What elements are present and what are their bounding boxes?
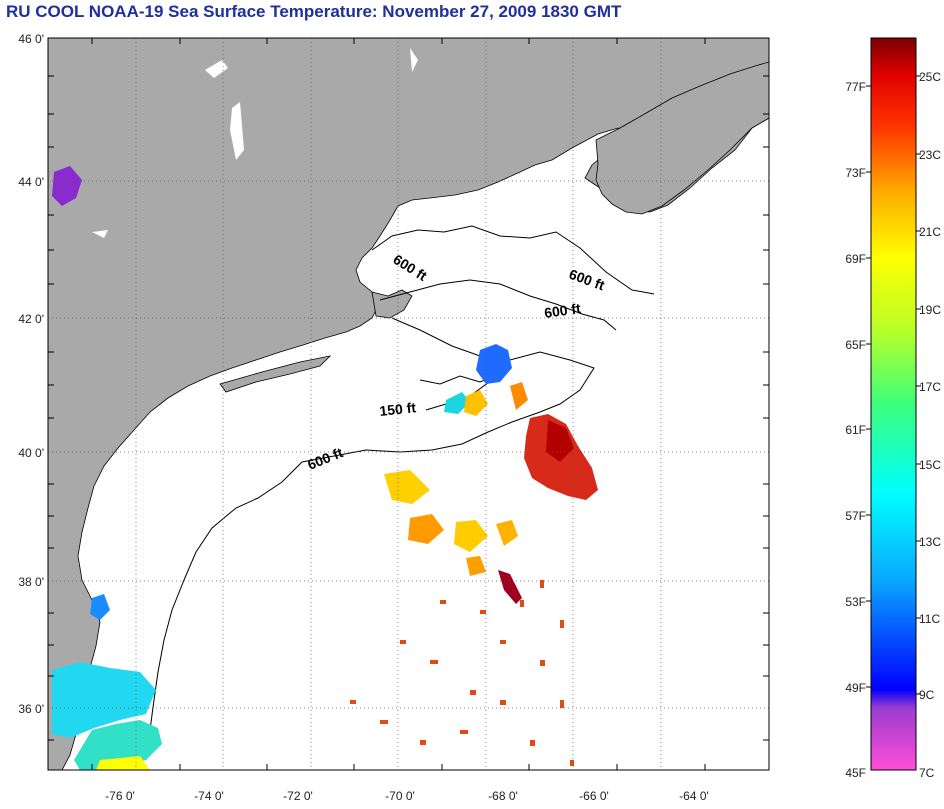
sst-data — [52, 166, 598, 770]
cb-c-25: 25C — [919, 70, 941, 84]
cb-c-13: 13C — [919, 535, 941, 549]
cb-f-53: 53F — [845, 595, 866, 609]
cb-c-7: 7C — [919, 766, 935, 780]
colorbar-gradient — [870, 37, 917, 771]
lat-label-36: 36 0' — [18, 702, 44, 716]
land-nova-scotia — [595, 61, 769, 215]
cb-c-11: 11C — [919, 612, 940, 626]
lon-label-74: -74 0' — [194, 789, 224, 803]
cb-f-73: 73F — [845, 166, 866, 180]
map-panel: 600 ft 600 ft 600 ft 150 ft 600 ft — [48, 38, 769, 770]
cb-f-65: 65F — [845, 338, 866, 352]
cb-f-77: 77F — [845, 80, 866, 94]
map-frame — [47, 37, 770, 771]
map-ticks — [48, 38, 769, 770]
cb-c-17: 17C — [919, 380, 941, 394]
map-grid — [48, 38, 769, 770]
cb-c-9: 9C — [919, 688, 935, 702]
cb-f-57: 57F — [845, 509, 866, 523]
lon-label-68: -68 0' — [488, 789, 518, 803]
cb-c-19: 19C — [919, 303, 941, 317]
lat-label-40: 40 0' — [18, 446, 44, 460]
lon-label-64: -64 0' — [679, 789, 709, 803]
cb-c-15: 15C — [919, 458, 941, 472]
cb-c-23: 23C — [919, 148, 941, 162]
land-cape-cod — [371, 289, 413, 319]
contour-label-3: 600 ft — [543, 300, 582, 321]
cb-f-45: 45F — [845, 766, 866, 780]
lat-label-46: 46 0' — [18, 32, 44, 46]
lat-label-44: 44 0' — [18, 175, 44, 189]
cb-f-49: 49F — [845, 681, 866, 695]
cb-f-69: 69F — [845, 252, 866, 266]
lon-label-66: -66 0' — [579, 789, 609, 803]
cb-f-61: 61F — [845, 423, 866, 437]
lon-label-76: -76 0' — [105, 789, 135, 803]
lat-label-42: 42 0' — [18, 312, 44, 326]
lon-label-72: -72 0' — [283, 789, 313, 803]
lat-label-38: 38 0' — [18, 575, 44, 589]
land-long-island — [219, 355, 332, 393]
map-title: RU COOL NOAA-19 Sea Surface Temperature:… — [6, 2, 622, 21]
lon-label-70: -70 0' — [385, 789, 415, 803]
colorbar: 77F 73F 69F 65F 61F 57F 53F 49F 45F 25C … — [845, 37, 941, 780]
cb-c-21: 21C — [919, 225, 941, 239]
contour-label-4: 150 ft — [379, 399, 417, 419]
